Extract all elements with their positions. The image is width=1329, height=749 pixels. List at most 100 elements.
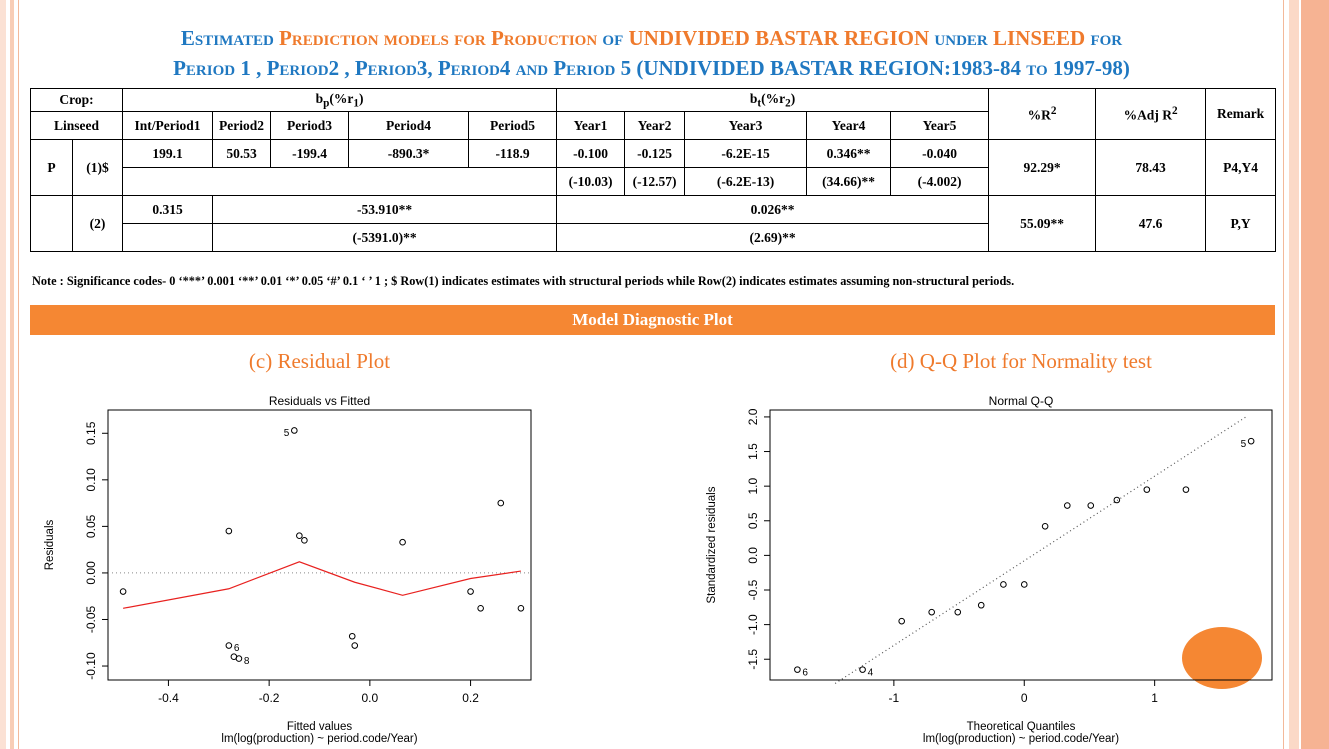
- title-line: Period 1 , Period2 , Period3, Period4 an…: [20, 56, 1283, 81]
- estimate-cell: -0.100: [556, 139, 626, 168]
- header-text: %Adj R: [1123, 107, 1172, 123]
- header-cell: bp(%r1): [122, 88, 558, 112]
- crop-cell: P: [30, 139, 73, 196]
- estimate-cell: -0.040: [890, 139, 990, 168]
- empty-cell: [122, 167, 558, 196]
- point: [235, 655, 243, 662]
- y-tick-label: 2.0: [746, 408, 760, 425]
- banner: Model Diagnostic Plot: [30, 305, 1275, 335]
- point: [497, 499, 505, 507]
- subheader-cell: Year1: [556, 111, 626, 140]
- y-tick-label: -1.0: [746, 614, 760, 635]
- y-tick-label: 0.0: [746, 547, 760, 564]
- t-value-cell: (-10.03): [556, 167, 626, 196]
- point-label: 4: [868, 667, 874, 678]
- t-value-cell: (-5391.0)**: [212, 223, 558, 252]
- point-label: 8: [244, 656, 250, 667]
- header-cell: Crop:: [29, 88, 124, 112]
- model-cell: (1)$: [71, 139, 124, 196]
- remark-cell: P4,Y4: [1205, 139, 1277, 196]
- point: [1000, 581, 1007, 588]
- y-tick-label: -0.5: [746, 579, 760, 600]
- point: [794, 666, 801, 673]
- t-value-cell: (-6.2E-13): [684, 167, 808, 196]
- x-axis-label: Theoretical Quantiles: [967, 721, 1076, 733]
- estimate-cell: -53.910**: [212, 195, 558, 224]
- estimate-cell: -118.9: [468, 139, 558, 168]
- adj-r2-cell: 47.6: [1095, 195, 1207, 252]
- x-tick-label: -1: [889, 691, 900, 705]
- point-label: 6: [234, 643, 240, 654]
- estimate-cell: -6.2E-15: [684, 139, 808, 168]
- panel-title: (c) Residual Plot: [249, 349, 390, 373]
- header-text: 2: [1171, 104, 1178, 117]
- point: [859, 666, 866, 673]
- subheader-cell: Period5: [468, 111, 558, 140]
- title-part: UNDIVIDED BASTAR REGION: [628, 26, 930, 50]
- point: [225, 642, 233, 649]
- point: [1143, 486, 1151, 493]
- t-value-cell: (2.69)**: [556, 223, 990, 252]
- estimate-cell: 50.53: [212, 139, 272, 168]
- point: [517, 605, 525, 612]
- y-tick-label: 0.5: [746, 512, 760, 529]
- charts: (c) Residual Plot Residuals vs Fitted -0.4…: [44, 349, 1273, 745]
- plot-frame: [769, 409, 1273, 681]
- left-strip: [10, 0, 14, 749]
- r2-cell: 92.29*: [988, 139, 1097, 196]
- y-tick-label: 1.5: [746, 443, 760, 460]
- point: [928, 608, 935, 616]
- subheader-cell: Year5: [890, 111, 990, 140]
- point: [1020, 581, 1028, 588]
- title-line: Estimated Prediction models for Producti…: [20, 26, 1283, 51]
- header-text: ): [790, 90, 796, 106]
- header-text: 1: [353, 97, 359, 110]
- subheader-cell: Period2: [212, 111, 272, 140]
- header-text: b: [315, 90, 324, 106]
- title-part: Period 1 , Period2 , Period3, Period4 an…: [173, 56, 1130, 80]
- estimates-table: Crop: bp(%r1) bt(%r2) %R2 %Adj R2 Remark…: [29, 88, 1277, 252]
- header-text: (%r: [761, 90, 786, 106]
- header-text: ): [358, 90, 364, 106]
- t-value-cell: (34.66)**: [806, 167, 892, 196]
- point-label: 5: [284, 428, 290, 439]
- y-tick-label: 0.15: [84, 421, 98, 445]
- y-tick-label: 0.00: [84, 561, 98, 585]
- plot-frame: [107, 409, 532, 681]
- estimate-cell: 0.026**: [556, 195, 990, 224]
- y-tick-label: 0.05: [84, 514, 98, 538]
- point: [477, 605, 484, 612]
- title-part: under: [934, 26, 988, 50]
- x-axis-label: Fitted values: [287, 721, 352, 733]
- header-text: b: [749, 90, 758, 106]
- header-text: 2: [785, 97, 791, 110]
- point: [1113, 496, 1121, 504]
- r2-cell: 55.09**: [988, 195, 1097, 252]
- header-cell: Remark: [1205, 88, 1277, 140]
- estimate-cell: -199.4: [270, 139, 350, 168]
- y-tick-label: 1.0: [746, 477, 760, 494]
- plot-title: Residuals vs Fitted: [269, 394, 370, 408]
- subtitle: lm(log(production) ~ period.code/Year): [923, 733, 1119, 745]
- right-strip: [1289, 0, 1299, 749]
- title-part: Estimated: [180, 26, 274, 50]
- decoration-circle: [1182, 627, 1262, 689]
- slide-border: [18, 0, 19, 749]
- empty-cell: [30, 195, 73, 252]
- point: [1087, 502, 1095, 509]
- header-cell: bt(%r2): [556, 88, 990, 112]
- subheader-cell: Year3: [684, 111, 808, 140]
- adj-r2-cell: 78.43: [1095, 139, 1207, 196]
- point: [291, 427, 298, 434]
- point: [351, 642, 359, 649]
- point: [119, 588, 127, 595]
- subtitle: lm(log(production) ~ period.code/Year): [221, 733, 417, 745]
- point: [225, 527, 233, 535]
- x-tick-label: -0.2: [259, 691, 280, 705]
- plot-title: Normal Q-Q: [989, 394, 1054, 408]
- header-cell: %R2: [988, 88, 1097, 140]
- point: [399, 538, 406, 546]
- point: [977, 601, 985, 609]
- estimate-cell: 0.315: [122, 195, 214, 224]
